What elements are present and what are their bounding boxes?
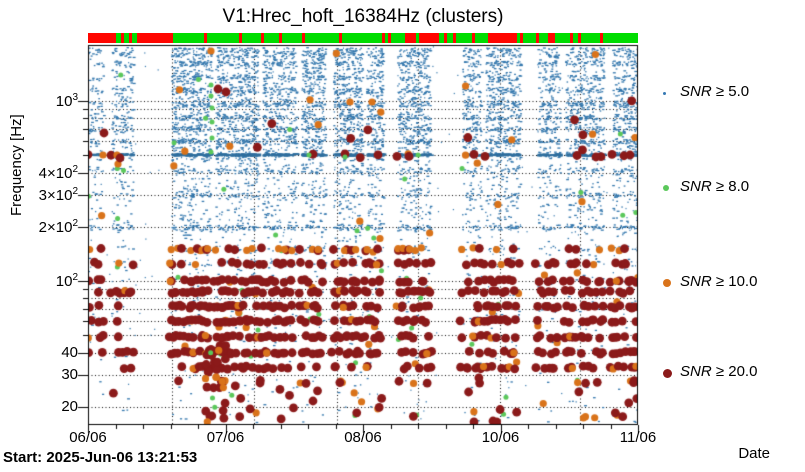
y-tick-label: 103	[55, 92, 78, 110]
legend-marker-dot	[663, 368, 672, 378]
legend: SNR ≥ 5.0 SNR ≥ 8.0 SNR ≥ 10.0 SNR ≥ 20.0	[648, 45, 805, 425]
y-tick-label: 3×102	[38, 186, 78, 205]
legend-marker-dot	[663, 185, 669, 191]
x-axis-title: Date	[738, 445, 770, 462]
legend-label: SNR ≥ 20.0	[680, 363, 758, 380]
legend-item: SNR ≥ 10.0	[648, 273, 805, 293]
x-tick-label: 07/06	[206, 429, 245, 446]
start-timestamp-label: Start: 2025-Jun-06 13:21:53	[3, 449, 198, 466]
legend-item: SNR ≥ 5.0	[648, 83, 805, 103]
y-tick-label: 2×102	[38, 217, 78, 236]
legend-item: SNR ≥ 8.0	[648, 178, 805, 198]
y-tick-label: 4×102	[38, 163, 78, 182]
legend-label: SNR ≥ 10.0	[680, 273, 758, 290]
x-tick-label: 06/06	[69, 429, 107, 446]
legend-label: SNR ≥ 8.0	[680, 178, 750, 195]
y-tick-label: 20	[61, 397, 78, 415]
x-tick-label: 11/06	[619, 429, 657, 446]
legend-label: SNR ≥ 5.0	[680, 83, 750, 100]
y-tick-label: 40	[61, 343, 78, 361]
x-tick-label: 10/06	[481, 429, 520, 446]
legend-marker-dot	[663, 279, 671, 287]
legend-item: SNR ≥ 20.0	[648, 363, 805, 383]
y-tick-label: 30	[61, 366, 78, 384]
y-tick-label: 102	[55, 272, 78, 290]
legend-marker-dot	[663, 91, 666, 95]
x-tick-label: 08/06	[344, 429, 382, 446]
